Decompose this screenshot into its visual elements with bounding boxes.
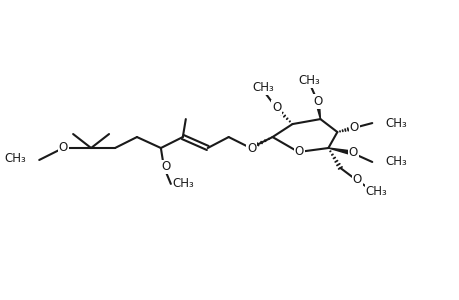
Text: O: O <box>161 160 170 173</box>
Text: O: O <box>246 142 256 154</box>
Text: CH₃: CH₃ <box>384 117 406 130</box>
Text: O: O <box>58 140 67 154</box>
Text: CH₃: CH₃ <box>298 74 319 87</box>
Text: O: O <box>271 100 280 114</box>
Text: CH₃: CH₃ <box>364 185 386 198</box>
Text: CH₃: CH₃ <box>5 152 26 166</box>
Text: O: O <box>349 121 358 134</box>
Text: O: O <box>352 173 361 186</box>
Polygon shape <box>315 101 320 119</box>
Text: CH₃: CH₃ <box>384 155 406 169</box>
Text: CH₃: CH₃ <box>252 81 274 94</box>
Text: CH₃: CH₃ <box>173 177 194 190</box>
Text: O: O <box>294 146 303 158</box>
Polygon shape <box>328 148 352 155</box>
Text: O: O <box>348 146 357 160</box>
Text: O: O <box>313 94 322 108</box>
